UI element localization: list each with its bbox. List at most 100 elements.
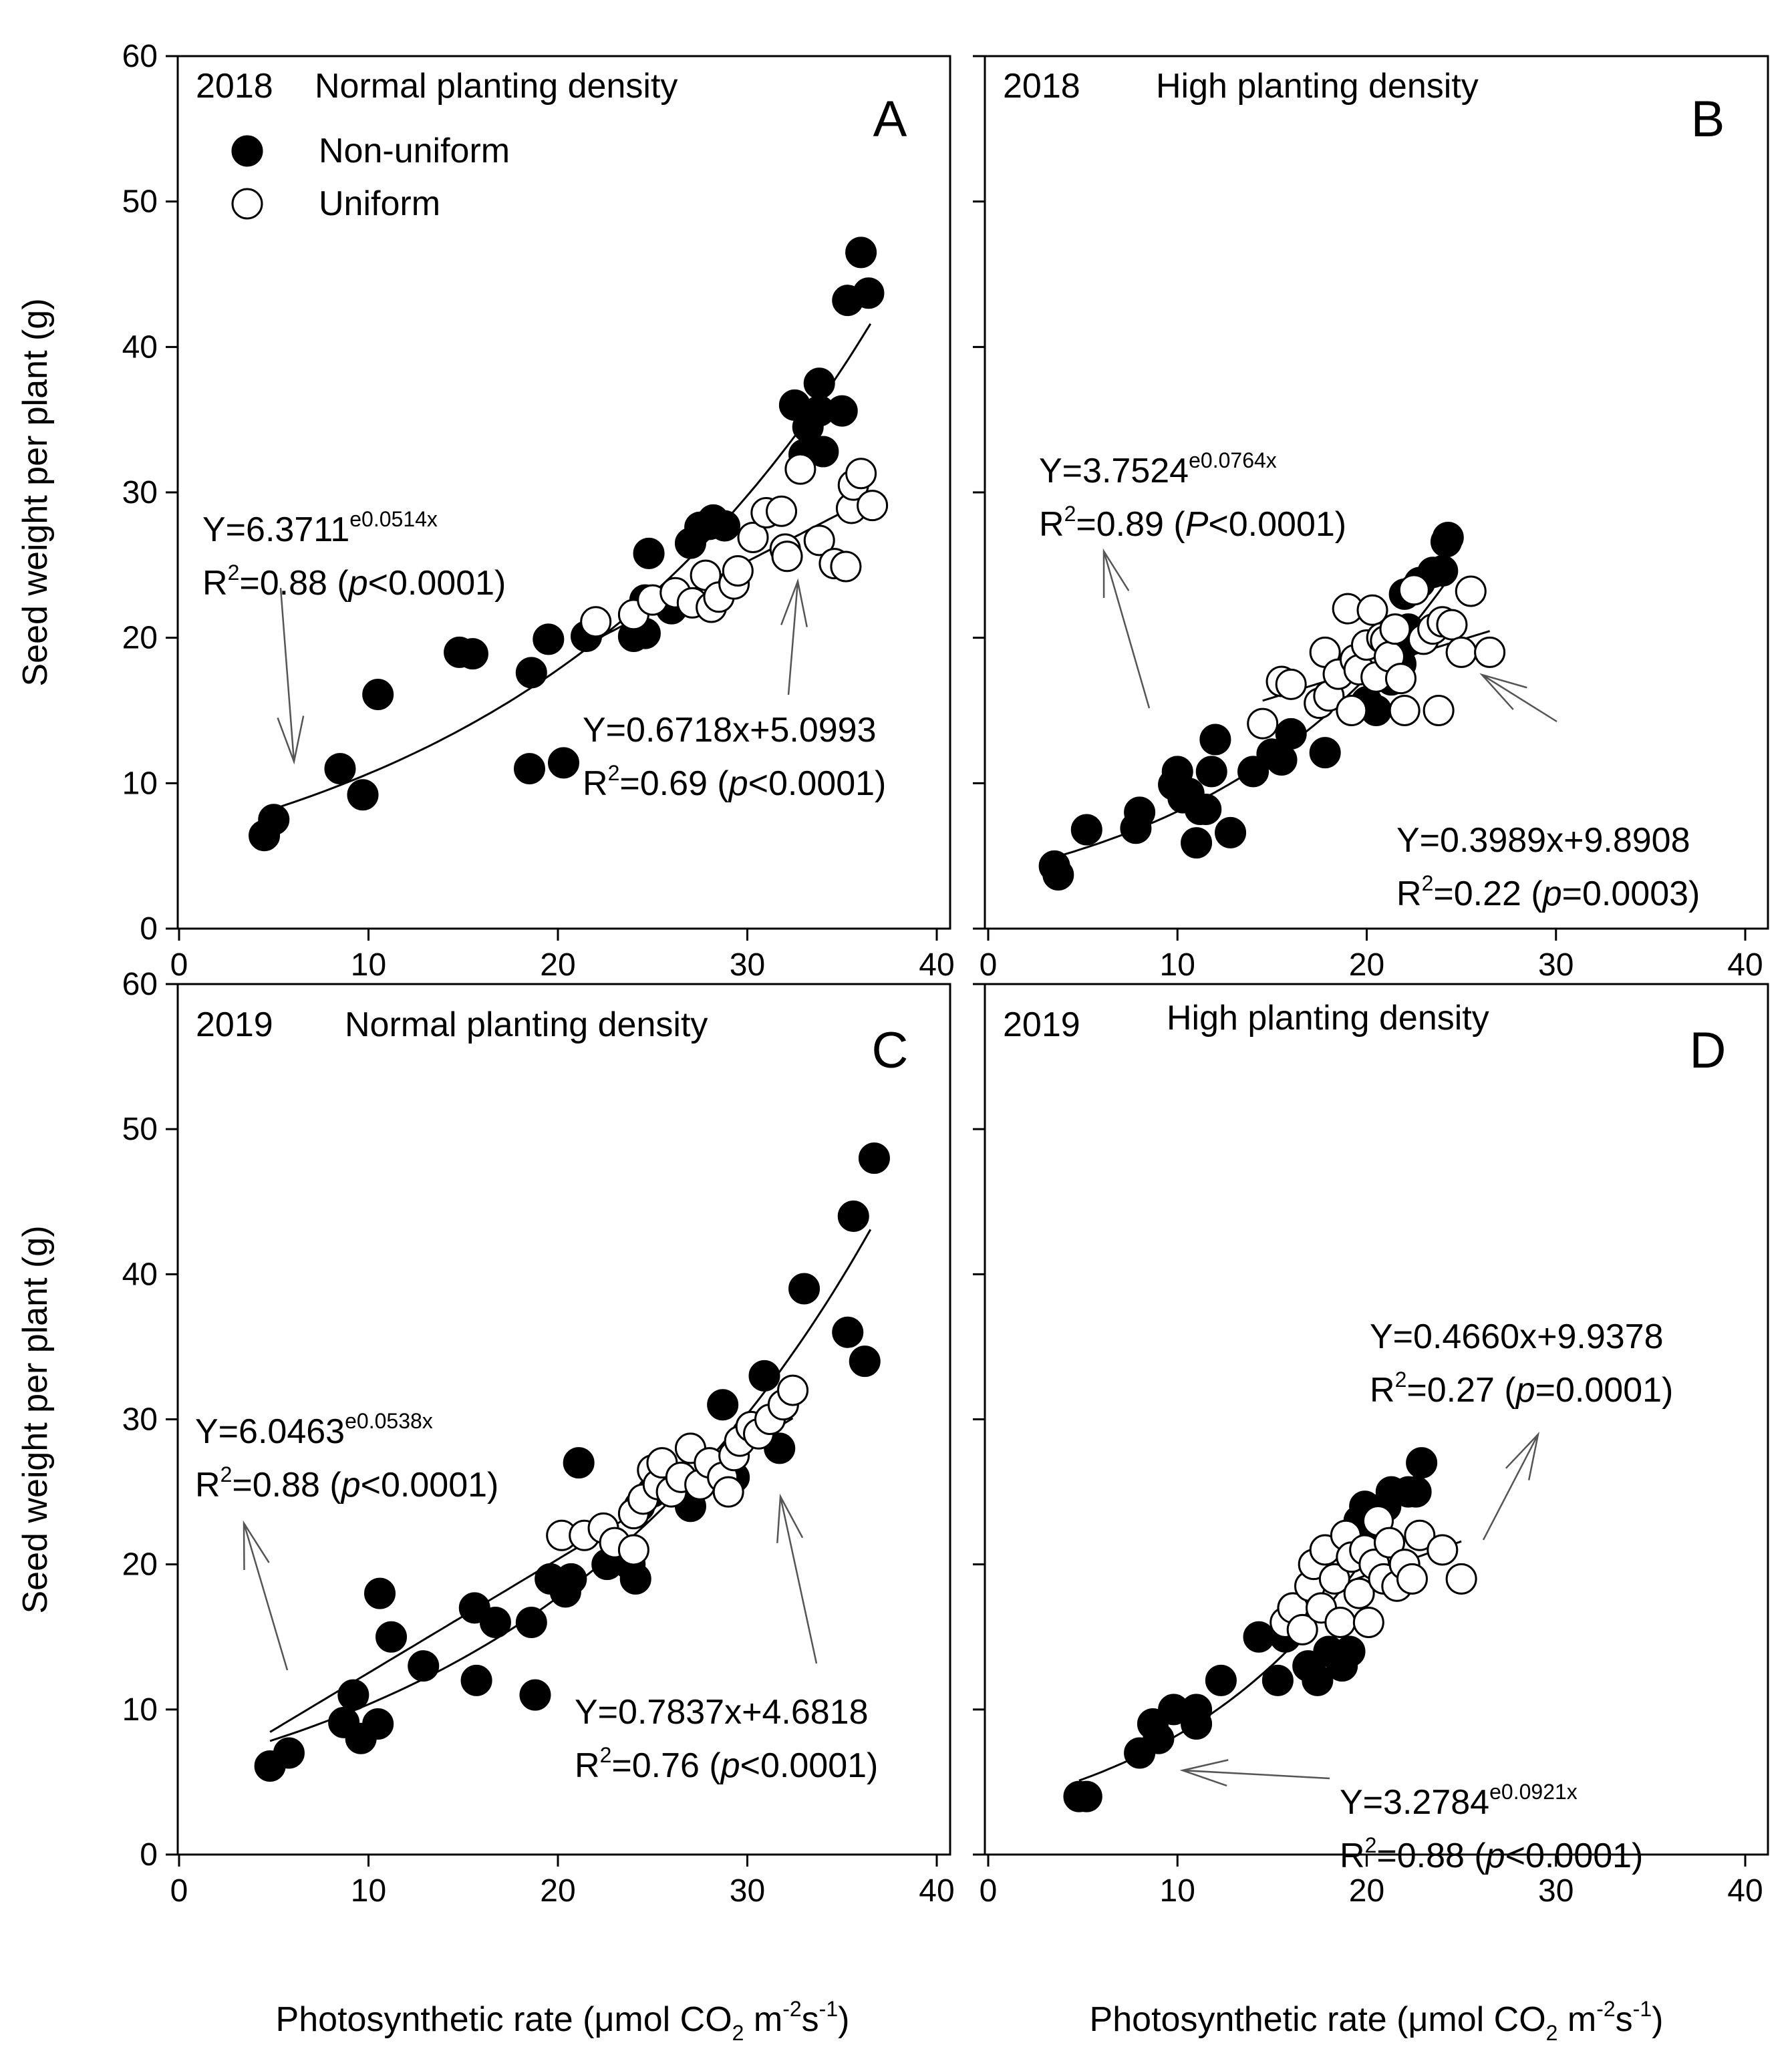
r2-superscript: 2 <box>1422 871 1434 895</box>
x-tick-label: 40 <box>919 1873 954 1909</box>
x-tick-label: 40 <box>919 947 954 983</box>
x-tick-label: 40 <box>1727 947 1763 983</box>
fit-curve-non-uniform <box>264 323 872 813</box>
data-point-non-uniform <box>849 1345 881 1378</box>
data-point-uniform <box>1275 668 1307 700</box>
y-tick-label: 50 <box>122 184 158 220</box>
p-value: <0.0001) <box>361 1466 499 1504</box>
panel-year: 2018 <box>196 67 273 106</box>
panel-title: High planting density <box>1156 67 1479 106</box>
p-value: <0.0001) <box>368 564 506 603</box>
panel-title: Normal planting density <box>345 1005 708 1044</box>
p-letter: p <box>720 1746 740 1785</box>
annotation-arrow <box>1182 1769 1330 1780</box>
data-point-uniform <box>1455 575 1487 607</box>
data-point-uniform <box>1474 636 1506 668</box>
data-point-uniform <box>1356 594 1388 626</box>
data-point-non-uniform <box>1302 1664 1334 1696</box>
y-tick-label: 20 <box>122 621 158 656</box>
x-axis-label: Photosynthetic rate (μmol CO2 m-2s-1) <box>1090 1997 1664 2045</box>
fit-r2: R2=0.76 (p<0.0001) <box>575 1743 878 1785</box>
r2-label: R <box>202 564 228 603</box>
data-point-uniform <box>1343 1577 1375 1609</box>
data-point-uniform <box>1436 609 1468 641</box>
data-point-uniform <box>722 555 754 587</box>
data-point-non-uniform <box>258 804 290 836</box>
fit-r2: R2=0.89 (P<0.0001) <box>1039 502 1346 544</box>
annotation-arrowhead <box>776 1493 804 1543</box>
r2-label: R <box>1370 1371 1395 1410</box>
x-axis-label-m: m <box>1557 2000 1596 2039</box>
x-axis-label-exponent: -2 <box>1596 1997 1615 2021</box>
data-point-uniform <box>766 495 798 527</box>
fit-equation: Y=3.2784e0.0921x <box>1340 1780 1578 1822</box>
data-point-non-uniform <box>1181 827 1213 859</box>
data-point-uniform <box>1373 1527 1405 1559</box>
data-point-uniform <box>617 1534 649 1566</box>
y-tick-label: 10 <box>122 766 158 801</box>
annotation-arrowhead <box>243 1520 270 1571</box>
data-point-non-uniform <box>858 1142 890 1174</box>
panel-letter: B <box>1691 91 1725 148</box>
r2-value: =0.69 ( <box>619 764 729 803</box>
fit-equation: Y=0.3989x+9.8908 <box>1396 821 1690 860</box>
data-point-non-uniform <box>1406 1447 1438 1479</box>
fit-r2: R2=0.22 (p=0.0003) <box>1396 871 1700 913</box>
annotation-arrow <box>279 587 295 762</box>
equation-exponent: e0.0538x <box>345 1409 433 1433</box>
p-letter: p <box>1485 1837 1505 1875</box>
r2-superscript: 2 <box>228 561 240 585</box>
r2-superscript: 2 <box>1064 502 1076 526</box>
p-letter: p <box>1515 1371 1535 1410</box>
equation-text: Y=6.0463 <box>195 1412 345 1451</box>
x-tick-label: 30 <box>730 1873 765 1909</box>
r2-label: R <box>1396 874 1422 913</box>
data-point-non-uniform <box>519 1679 551 1711</box>
data-point-non-uniform <box>555 1563 587 1595</box>
x-tick-label: 30 <box>1538 1873 1574 1909</box>
data-point-uniform <box>1379 613 1411 645</box>
data-point-non-uniform <box>1199 724 1231 756</box>
r2-label: R <box>583 764 608 803</box>
p-letter: p <box>728 764 748 803</box>
data-point-non-uniform <box>748 1360 780 1392</box>
data-point-uniform <box>777 1374 809 1406</box>
panel-letter: C <box>872 1022 909 1079</box>
data-point-non-uniform <box>515 1607 547 1639</box>
p-value: =0.0003) <box>1562 874 1700 913</box>
data-point-uniform <box>1445 636 1477 668</box>
data-point-non-uniform <box>1427 555 1459 587</box>
r2-label: R <box>575 1746 600 1785</box>
data-point-non-uniform <box>853 277 885 309</box>
fit-r2: R2=0.88 (p<0.0001) <box>202 561 506 603</box>
p-value: <0.0001) <box>748 764 887 803</box>
data-point-non-uniform <box>408 1650 440 1682</box>
fit-r2: R2=0.88 (p<0.0001) <box>1340 1833 1643 1875</box>
x-axis-label-s: s <box>802 2000 819 2039</box>
r2-value: =0.27 ( <box>1406 1371 1516 1410</box>
data-point-non-uniform <box>633 537 665 569</box>
p-letter: P <box>1185 505 1209 544</box>
panel-d: 0 10 20 30 40 2019 High planting density D Y=0.4… <box>973 983 1769 1909</box>
data-point-non-uniform <box>708 510 740 542</box>
x-tick-label: 10 <box>1160 947 1195 983</box>
annotation-arrowhead <box>1179 1759 1229 1787</box>
r2-value: =0.89 ( <box>1076 505 1185 544</box>
p-value: <0.0001) <box>740 1746 879 1785</box>
x-tick-label: 10 <box>351 1873 386 1909</box>
y-tick-label: 20 <box>122 1547 158 1583</box>
x-tick-label: 30 <box>730 947 765 983</box>
y-tick-label: 40 <box>122 1257 158 1292</box>
annotation-arrowhead <box>1479 673 1527 710</box>
panel-c: 0 10 20 30 40 50 60 0 10 20 30 40 Seed weight per pl… <box>16 967 955 1909</box>
r2-superscript: 2 <box>220 1462 233 1486</box>
y-tick-label: 60 <box>122 967 158 1002</box>
y-tick-label: 30 <box>122 1402 158 1438</box>
equation-exponent: e0.0514x <box>349 507 438 531</box>
data-point-uniform <box>1352 1607 1384 1639</box>
data-point-uniform <box>784 453 816 485</box>
data-point-uniform <box>803 524 835 556</box>
data-point-non-uniform <box>1243 1621 1275 1653</box>
data-point-non-uniform <box>460 1664 492 1696</box>
